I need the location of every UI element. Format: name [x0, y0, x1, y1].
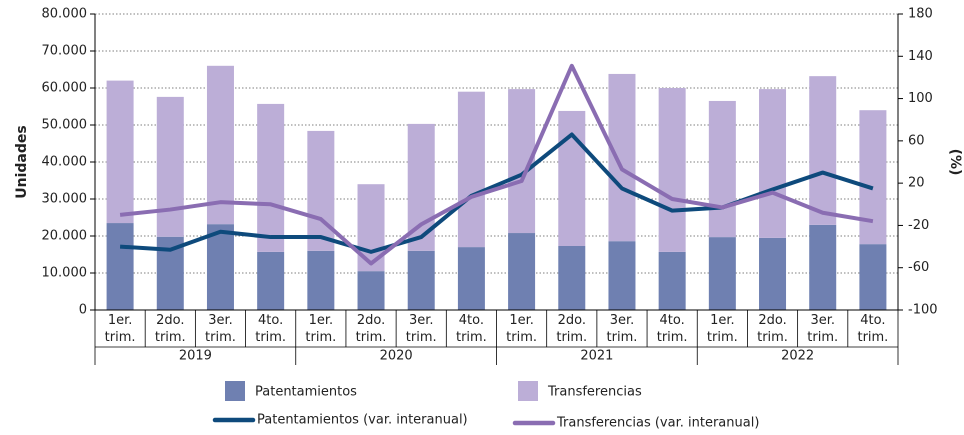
y-tick-label: 30.000 — [42, 192, 88, 207]
bar — [257, 251, 285, 310]
bar — [608, 73, 636, 242]
bar — [859, 244, 887, 310]
y-tick-label: 0 — [79, 303, 87, 318]
bar — [508, 233, 536, 310]
x-tick-label: 1er. trim. — [104, 313, 136, 345]
bar — [106, 223, 134, 310]
group-label: 2020 — [380, 349, 413, 364]
group-label: 2022 — [781, 349, 814, 364]
bar — [106, 80, 134, 224]
bar — [457, 247, 485, 310]
bar — [658, 251, 686, 310]
bar — [708, 100, 736, 238]
bar — [307, 250, 335, 310]
x-tick-label: 1er. trim. — [506, 313, 538, 345]
x-tick-label: 3er. trim. — [405, 313, 437, 345]
y2-tick-label: -60 — [908, 260, 929, 275]
bar — [859, 110, 887, 245]
bar — [357, 271, 385, 310]
x-tick-label: 4to. trim. — [656, 313, 688, 345]
x-tick-label: 3er. trim. — [205, 313, 236, 345]
legend-label: Patentamientos (var. interanual) — [257, 413, 468, 428]
y-tick-label: 60.000 — [42, 81, 88, 96]
x-tick-label: 1er. trim. — [706, 313, 738, 345]
x-tick-label: 3er. trim. — [807, 313, 839, 345]
y2-tick-label: -100 — [908, 303, 938, 318]
bar — [206, 65, 234, 225]
x-tick-label: 1er. trim. — [305, 313, 337, 345]
y-tick-label: 50.000 — [42, 118, 88, 133]
bar — [608, 241, 636, 310]
y2-tick-label: -20 — [908, 218, 929, 233]
y2-tick-label: 100 — [908, 91, 933, 106]
bar — [809, 76, 837, 225]
bar — [307, 130, 335, 251]
y-tick-label: 70.000 — [42, 44, 88, 59]
y2-tick-label: 60 — [908, 133, 925, 148]
bar — [759, 89, 787, 238]
x-tick-label: 3er. trim. — [606, 313, 638, 345]
x-tick-label: 4to. trim. — [255, 313, 287, 345]
y2-axis-label: (%) — [947, 149, 963, 176]
y2-tick-label: 180 — [908, 7, 933, 22]
bar — [658, 88, 686, 252]
line — [119, 63, 874, 266]
bar — [257, 103, 285, 252]
bar — [809, 224, 837, 310]
bar — [708, 237, 736, 310]
legend-label: Patentamientos — [255, 385, 357, 400]
bar — [558, 110, 586, 246]
x-tick-label: 2do. trim. — [154, 313, 186, 345]
y-axis-label: Unidades — [14, 125, 30, 198]
legend-swatch — [518, 381, 538, 401]
group-label: 2021 — [580, 349, 613, 364]
y2-tick-label: 20 — [908, 176, 925, 191]
bar — [457, 91, 485, 248]
y-tick-label: 80.000 — [42, 7, 88, 22]
bar — [156, 96, 184, 237]
x-tick-label: 2do. trim. — [757, 313, 788, 345]
y2-tick-label: 140 — [908, 49, 933, 64]
x-tick-label: 2do. trim. — [556, 313, 588, 345]
bar — [407, 250, 435, 310]
bar — [759, 237, 787, 310]
bar — [558, 245, 586, 310]
legend-swatch — [225, 381, 245, 401]
x-tick-label: 4to. trim. — [857, 313, 889, 345]
bar — [206, 224, 234, 310]
y-tick-label: 10.000 — [42, 266, 88, 281]
y-tick-label: 40.000 — [42, 155, 88, 170]
legend-label: Transferencias — [547, 385, 642, 400]
legend-label: Transferencias (var. interanual) — [556, 416, 759, 431]
group-label: 2019 — [179, 349, 212, 364]
x-tick-label: 2do. trim. — [355, 313, 387, 345]
y-tick-label: 20.000 — [42, 229, 88, 244]
x-tick-label: 4to. trim. — [455, 313, 487, 345]
